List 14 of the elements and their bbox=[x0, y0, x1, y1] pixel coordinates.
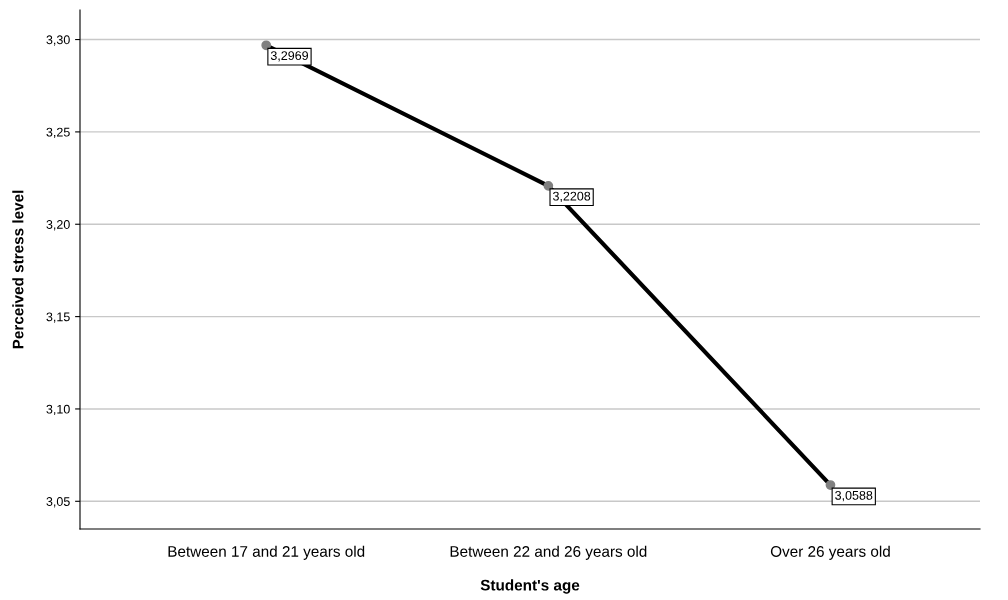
x-tick-label: Over 26 years old bbox=[770, 545, 890, 560]
y-tick-label: 3,10 bbox=[46, 404, 70, 416]
data-label: 3,0588 bbox=[835, 490, 873, 502]
y-tick-label: 3,25 bbox=[46, 127, 70, 139]
x-tick-label: Between 22 and 26 years old bbox=[450, 545, 647, 560]
x-axis-title: Student's age bbox=[480, 579, 580, 594]
y-tick-label: 3,30 bbox=[46, 35, 70, 46]
data-label: 3,2969 bbox=[270, 51, 309, 62]
data-label: 3,2208 bbox=[552, 191, 591, 203]
y-tick-label: 3,15 bbox=[46, 312, 70, 323]
y-tick-label: 3,20 bbox=[46, 220, 70, 231]
y-axis-title: Perceived stress level bbox=[12, 190, 24, 349]
y-tick-label: 3,05 bbox=[46, 497, 70, 508]
x-tick-label: Between 17 and 21 years old bbox=[168, 545, 365, 560]
